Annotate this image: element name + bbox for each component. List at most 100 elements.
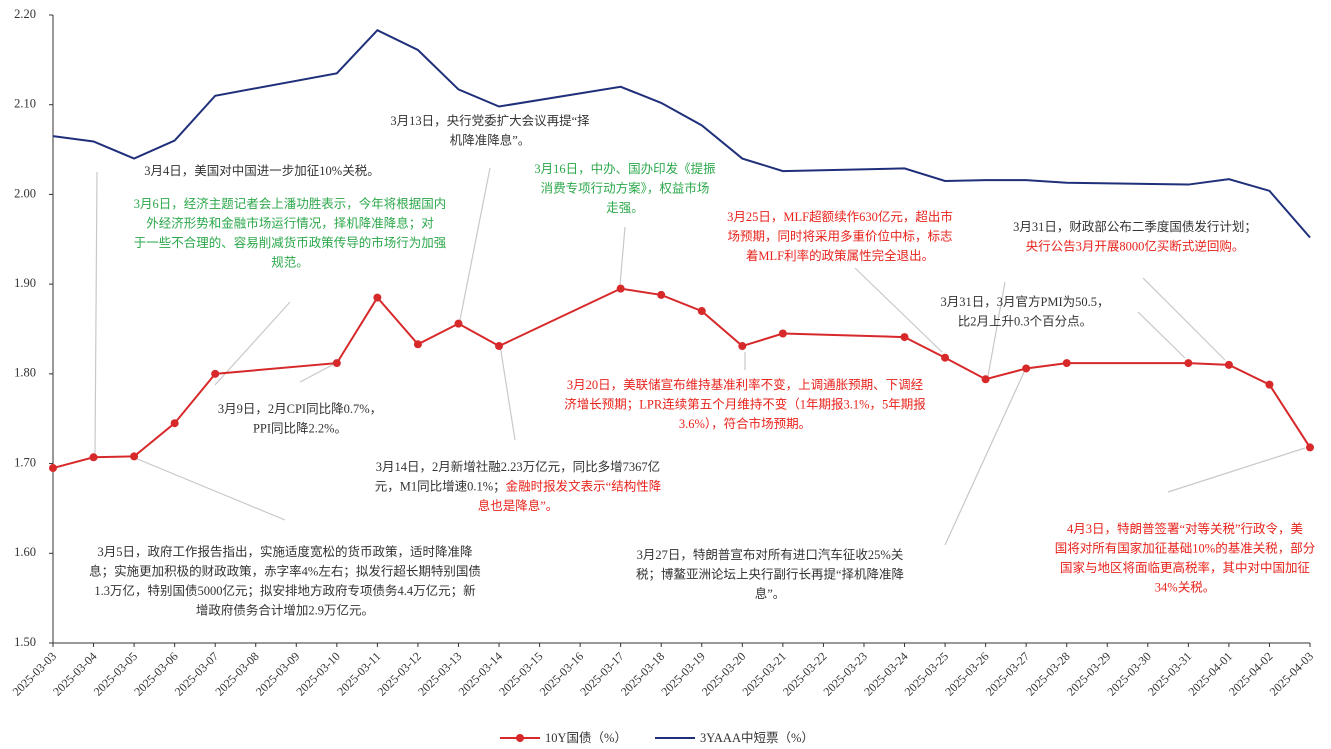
point-marker: [616, 284, 625, 293]
annotation: 税；博鳌亚洲论坛上央行副行长再提“择机降准降: [636, 566, 905, 581]
x-tick-label: 2025-04-03: [1267, 649, 1316, 698]
annotation-text: 3.6%），符合市场预期。: [679, 416, 811, 431]
y-tick-label: 1.60: [14, 545, 36, 559]
y-tick-label: 1.80: [14, 366, 36, 380]
annotation-text: 3月9日，2月CPI同比降0.7%，: [218, 402, 382, 416]
annotation-text: 金融时报发文表示“结构性降: [506, 478, 662, 493]
annotation-text: 外经济形势和金融市场运行情况，择机降准降息；对: [146, 215, 434, 230]
annotation: 3月31日，3月官方PMI为50.5，: [940, 294, 1109, 309]
annotation-text: 规范。: [271, 254, 309, 269]
legend-label: 10Y国债（%）: [545, 731, 627, 745]
annotation: 消费专项行动方案》，权益市场: [541, 180, 710, 195]
annotation: 3月13日，央行党委扩大会议再提“择: [390, 113, 590, 128]
annotation: 1.3万亿，特别国债5000亿元；拟安排地方政府专项债务4.4万亿元；新: [94, 583, 475, 598]
annotation-text: 息”。: [755, 586, 786, 601]
annotation: 3.6%），符合市场预期。: [679, 416, 811, 431]
annotation-text: 1.3万亿，特别国债5000亿元；拟安排地方政府专项债务4.4万亿元；新: [94, 583, 475, 598]
point-marker: [981, 375, 990, 384]
annotation-text: 3月20日，美联储宣布维持基准利率不变，上调通胀预期、下调经: [567, 377, 924, 392]
point-marker: [49, 464, 57, 473]
annotation-text: 场预期，同时将采用多重价位中标，标志: [727, 228, 952, 243]
annotation-text: 4月3日，特朗普签署“对等关税”行政令，美: [1067, 521, 1303, 536]
leader-line: [1167, 447, 1306, 493]
leader-line: [94, 171, 98, 456]
annotation: 机降准降息”。: [450, 132, 531, 147]
annotation-text: 3月31日，3月官方PMI为50.5，: [940, 294, 1109, 309]
point-marker: [332, 359, 341, 368]
point-marker: [738, 342, 747, 351]
point-marker: [778, 329, 787, 338]
annotation: 比2月上升0.3个百分点。: [958, 314, 1092, 328]
annotation-text: 息；实施更加积极的财政政策，赤字率4%左右；拟发行超长期特别国债: [89, 563, 481, 578]
annotation: 元，M1同比增速0.1%；金融时报发文表示“结构性降: [375, 478, 662, 493]
point-marker: [454, 319, 463, 328]
annotation-text: PPI同比降2.2%。: [253, 421, 347, 435]
series-line: [52, 29, 1311, 239]
point-marker: [657, 290, 666, 299]
point-marker: [1224, 360, 1233, 369]
point-marker: [697, 307, 706, 316]
legend-marker: [516, 734, 524, 742]
leader-line: [299, 361, 339, 383]
annotation-text: 息也是降息”。: [478, 498, 559, 513]
annotation: 3月14日，2月新增社融2.23万亿元，同比多增7367亿: [376, 459, 660, 474]
y-tick-label: 1.90: [14, 276, 36, 290]
annotation: 济增长预期；LPR连续第五个月维持不变（1年期报3.1%，5年期报: [564, 396, 926, 411]
annotation-text: 于一些不合理的、容易削减货币政策传导的市场行为加强: [134, 235, 447, 250]
point-marker: [211, 369, 220, 378]
annotation-text: 3月14日，2月新增社融2.23万亿元，同比多增7367亿: [376, 459, 660, 474]
leader-line: [134, 457, 286, 521]
y-tick-label: 2.10: [14, 97, 36, 111]
series-line: [52, 287, 1311, 470]
annotation: 息；实施更加积极的财政政策，赤字率4%左右；拟发行超长期特别国债: [89, 563, 481, 578]
annotation-text: 比2月上升0.3个百分点。: [958, 314, 1092, 328]
leader-line: [1142, 277, 1226, 361]
annotation: 3月6日，经济主题记者会上潘功胜表示，今年将根据国内: [134, 196, 447, 211]
annotation-text: 机降准降息”。: [450, 132, 531, 147]
annotation: 走强。: [606, 201, 644, 215]
leader-line: [214, 301, 291, 386]
annotation: 外经济形势和金融市场运行情况，择机降准降息；对: [146, 215, 434, 230]
annotation-text: 3月16日，中办、国办印发《提振: [534, 161, 716, 176]
annotation: 3月16日，中办、国办印发《提振: [534, 161, 716, 176]
y-tick-label: 2.00: [14, 186, 36, 200]
point-marker: [170, 419, 179, 428]
annotation: 3月9日，2月CPI同比降0.7%，: [218, 402, 382, 416]
annotation: 3月5日，政府工作报告指出，实施适度宽松的货币政策，适时降准降: [97, 544, 473, 559]
annotation: 着MLF利率的政策属性完全退出。: [746, 248, 934, 263]
annotation: PPI同比降2.2%。: [253, 421, 347, 435]
annotation: 4月3日，特朗普签署“对等关税”行政令，美: [1067, 521, 1303, 536]
point-marker: [1022, 364, 1031, 373]
annotation-text: 济增长预期；LPR连续第五个月维持不变（1年期报3.1%，5年期报: [564, 396, 926, 411]
y-tick-label: 2.20: [14, 7, 36, 21]
annotation-text: 3月4日，美国对中国进一步加征10%关税。: [144, 163, 379, 178]
annotation-text: 国将对所有国家加征基础10%的基准关税，部分: [1055, 540, 1315, 555]
leader-line: [499, 344, 516, 441]
annotation: 息也是降息”。: [478, 498, 559, 513]
point-marker: [413, 340, 422, 349]
annotation: 场预期，同时将采用多重价位中标，标志: [727, 228, 952, 243]
annotation-text: 消费专项行动方案》，权益市场: [541, 180, 710, 195]
annotation: 3月31日，财政部公布二季度国债发行计划；: [1013, 219, 1257, 234]
leader-line: [1137, 311, 1186, 359]
annotation-text: 3月27日，特朗普宣布对所有进口汽车征收25%关: [637, 547, 904, 562]
y-tick-label: 1.70: [14, 455, 36, 469]
annotation: 国将对所有国家加征基础10%的基准关税，部分: [1055, 540, 1315, 555]
annotation: 3月20日，美联储宣布维持基准利率不变，上调通胀预期、下调经: [567, 377, 924, 392]
annotation-text: 3月6日，经济主题记者会上潘功胜表示，今年将根据国内: [134, 196, 447, 211]
annotation-text: 3月25日，MLF超额续作630亿元，超出市: [727, 209, 953, 224]
point-marker: [130, 452, 139, 461]
leader-line: [459, 167, 491, 321]
y-tick-label: 1.50: [14, 635, 36, 649]
leader-line: [987, 281, 1006, 377]
annotation-text: 国家与地区将面临更高税率，其中对中国加征: [1060, 560, 1311, 575]
annotation-text: 3月13日，央行党委扩大会议再提“择: [390, 113, 590, 128]
annotation-text: 着MLF利率的政策属性完全退出。: [746, 248, 934, 263]
point-marker: [1184, 359, 1193, 368]
annotation: 央行公告3月开展8000亿买断式逆回购。: [1026, 238, 1245, 253]
annotation-text: 税；博鳌亚洲论坛上央行副行长再提“择机降准降: [636, 566, 905, 581]
point-marker: [89, 453, 98, 462]
point-marker: [1265, 380, 1274, 389]
leader-line: [854, 267, 943, 353]
